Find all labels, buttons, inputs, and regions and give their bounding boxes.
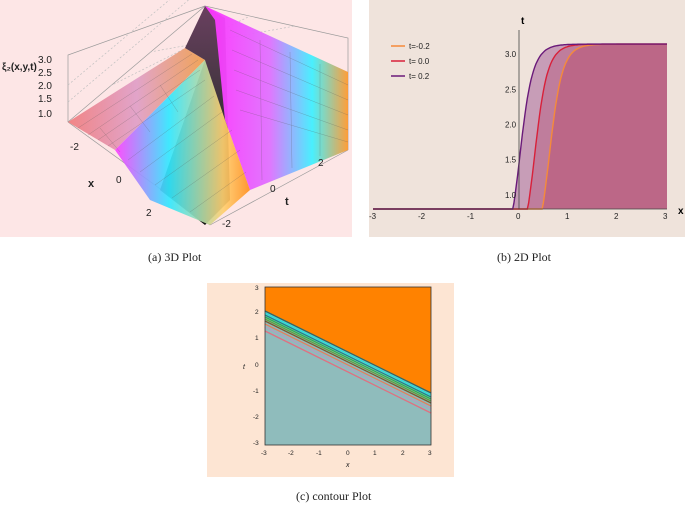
z-axis: ξ₂(x,y,t) 3.0 2.5 2.0 1.5 1.0 [2,55,52,120]
x-tick: 2 [146,208,152,219]
contour-frame [264,286,432,446]
y-tick: 1.5 [505,156,517,165]
x-tick: 1 [373,450,377,457]
t-axis: 2 0 t -2 [222,158,324,230]
caption-a: (a) 3D Plot [148,250,202,264]
x-tick: 3 [663,212,668,221]
contour-upper-region [265,287,431,393]
x-tick: -1 [467,212,475,221]
x-tick: 3 [428,450,432,457]
z-axis-label: ξ₂(x,y,t) [2,62,37,73]
y-tick: -3 [253,440,259,447]
surface-plot-3d: ξ₂(x,y,t) 3.0 2.5 2.0 1.5 1.0 -2 x 0 2 2… [0,0,352,237]
y-tick: 3.0 [505,50,517,59]
x-axis: -2 x 0 2 [70,142,152,219]
y-tick: 1 [255,335,259,342]
z-tick: 1.5 [38,94,52,105]
legend-label: t=-0.2 [409,42,430,51]
y-axis-label: t [521,16,525,27]
contour-y-ticks: 3 2 1 0 -1 -2 -3 [253,285,259,447]
legend-label: t= 0.2 [409,72,430,81]
surface-mesh [77,29,349,213]
series-area [373,44,667,209]
y-tick: 1.0 [505,191,517,200]
series-area [373,44,667,209]
contour-x-ticks: -3 -2 -1 0 1 2 3 [261,450,432,457]
x-tick: 0 [116,175,122,186]
contour-plot-svg: 3 2 1 0 -1 -2 -3 -3 -2 -1 0 1 2 3 x t [243,285,432,469]
contour-y-label: t [243,364,246,371]
contour-x-label: x [345,462,350,469]
contour-plot: 3 2 1 0 -1 -2 -3 -3 -2 -1 0 1 2 3 x t [207,283,454,477]
x-axis-label: x [678,206,684,217]
y-tick: 3 [255,285,259,292]
y-tick: 2.5 [505,85,517,94]
surface-high-plateau [205,6,348,190]
line-plot-2d: -3 -2 -1 0 1 2 3 1.0 1.5 2.0 2.5 3.0 x t t=-0.2 t=… [369,0,685,237]
x-tick: 2 [401,450,405,457]
x-tick: 0 [346,450,350,457]
t-tick: -2 [222,219,231,230]
y-tick: 2 [255,309,259,316]
z-tick: 1.0 [38,109,52,120]
x-tick: 1 [565,212,570,221]
y-tick: 0 [255,362,259,369]
x-axis-label: x [88,178,95,190]
t-axis-label: t [285,196,289,208]
z-tick: 3.0 [38,55,52,66]
y-tick: 2.0 [505,121,517,130]
x-tick: -3 [261,450,267,457]
legend-label: t= 0.0 [409,57,430,66]
surface-front [115,60,250,225]
surface-low-plateau [68,48,205,150]
contour-lines [264,310,432,414]
y-tick: -2 [253,414,259,421]
z-tick: 2.0 [38,81,52,92]
surface-plot-svg: ξ₂(x,y,t) 3.0 2.5 2.0 1.5 1.0 -2 x 0 2 2… [2,0,349,230]
x-tick: -3 [369,212,377,221]
x-tick: 2 [614,212,619,221]
legend: t=-0.2 t= 0.0 t= 0.2 [391,42,430,81]
line-chart-svg: -3 -2 -1 0 1 2 3 1.0 1.5 2.0 2.5 3.0 x t t=-0.2 t=… [369,16,684,221]
z-tick: 2.5 [38,68,52,79]
t-tick: 0 [270,184,276,195]
x-tick: -1 [316,450,322,457]
caption-b: (b) 2D Plot [497,250,551,264]
x-tick: -2 [70,142,79,153]
t-tick: 2 [318,158,324,169]
y-tick: -1 [253,388,259,395]
x-tick: -2 [418,212,426,221]
series-area [373,44,667,209]
caption-c: (c) contour Plot [296,489,372,503]
x-tick: 0 [516,212,521,221]
x-tick: -2 [288,450,294,457]
